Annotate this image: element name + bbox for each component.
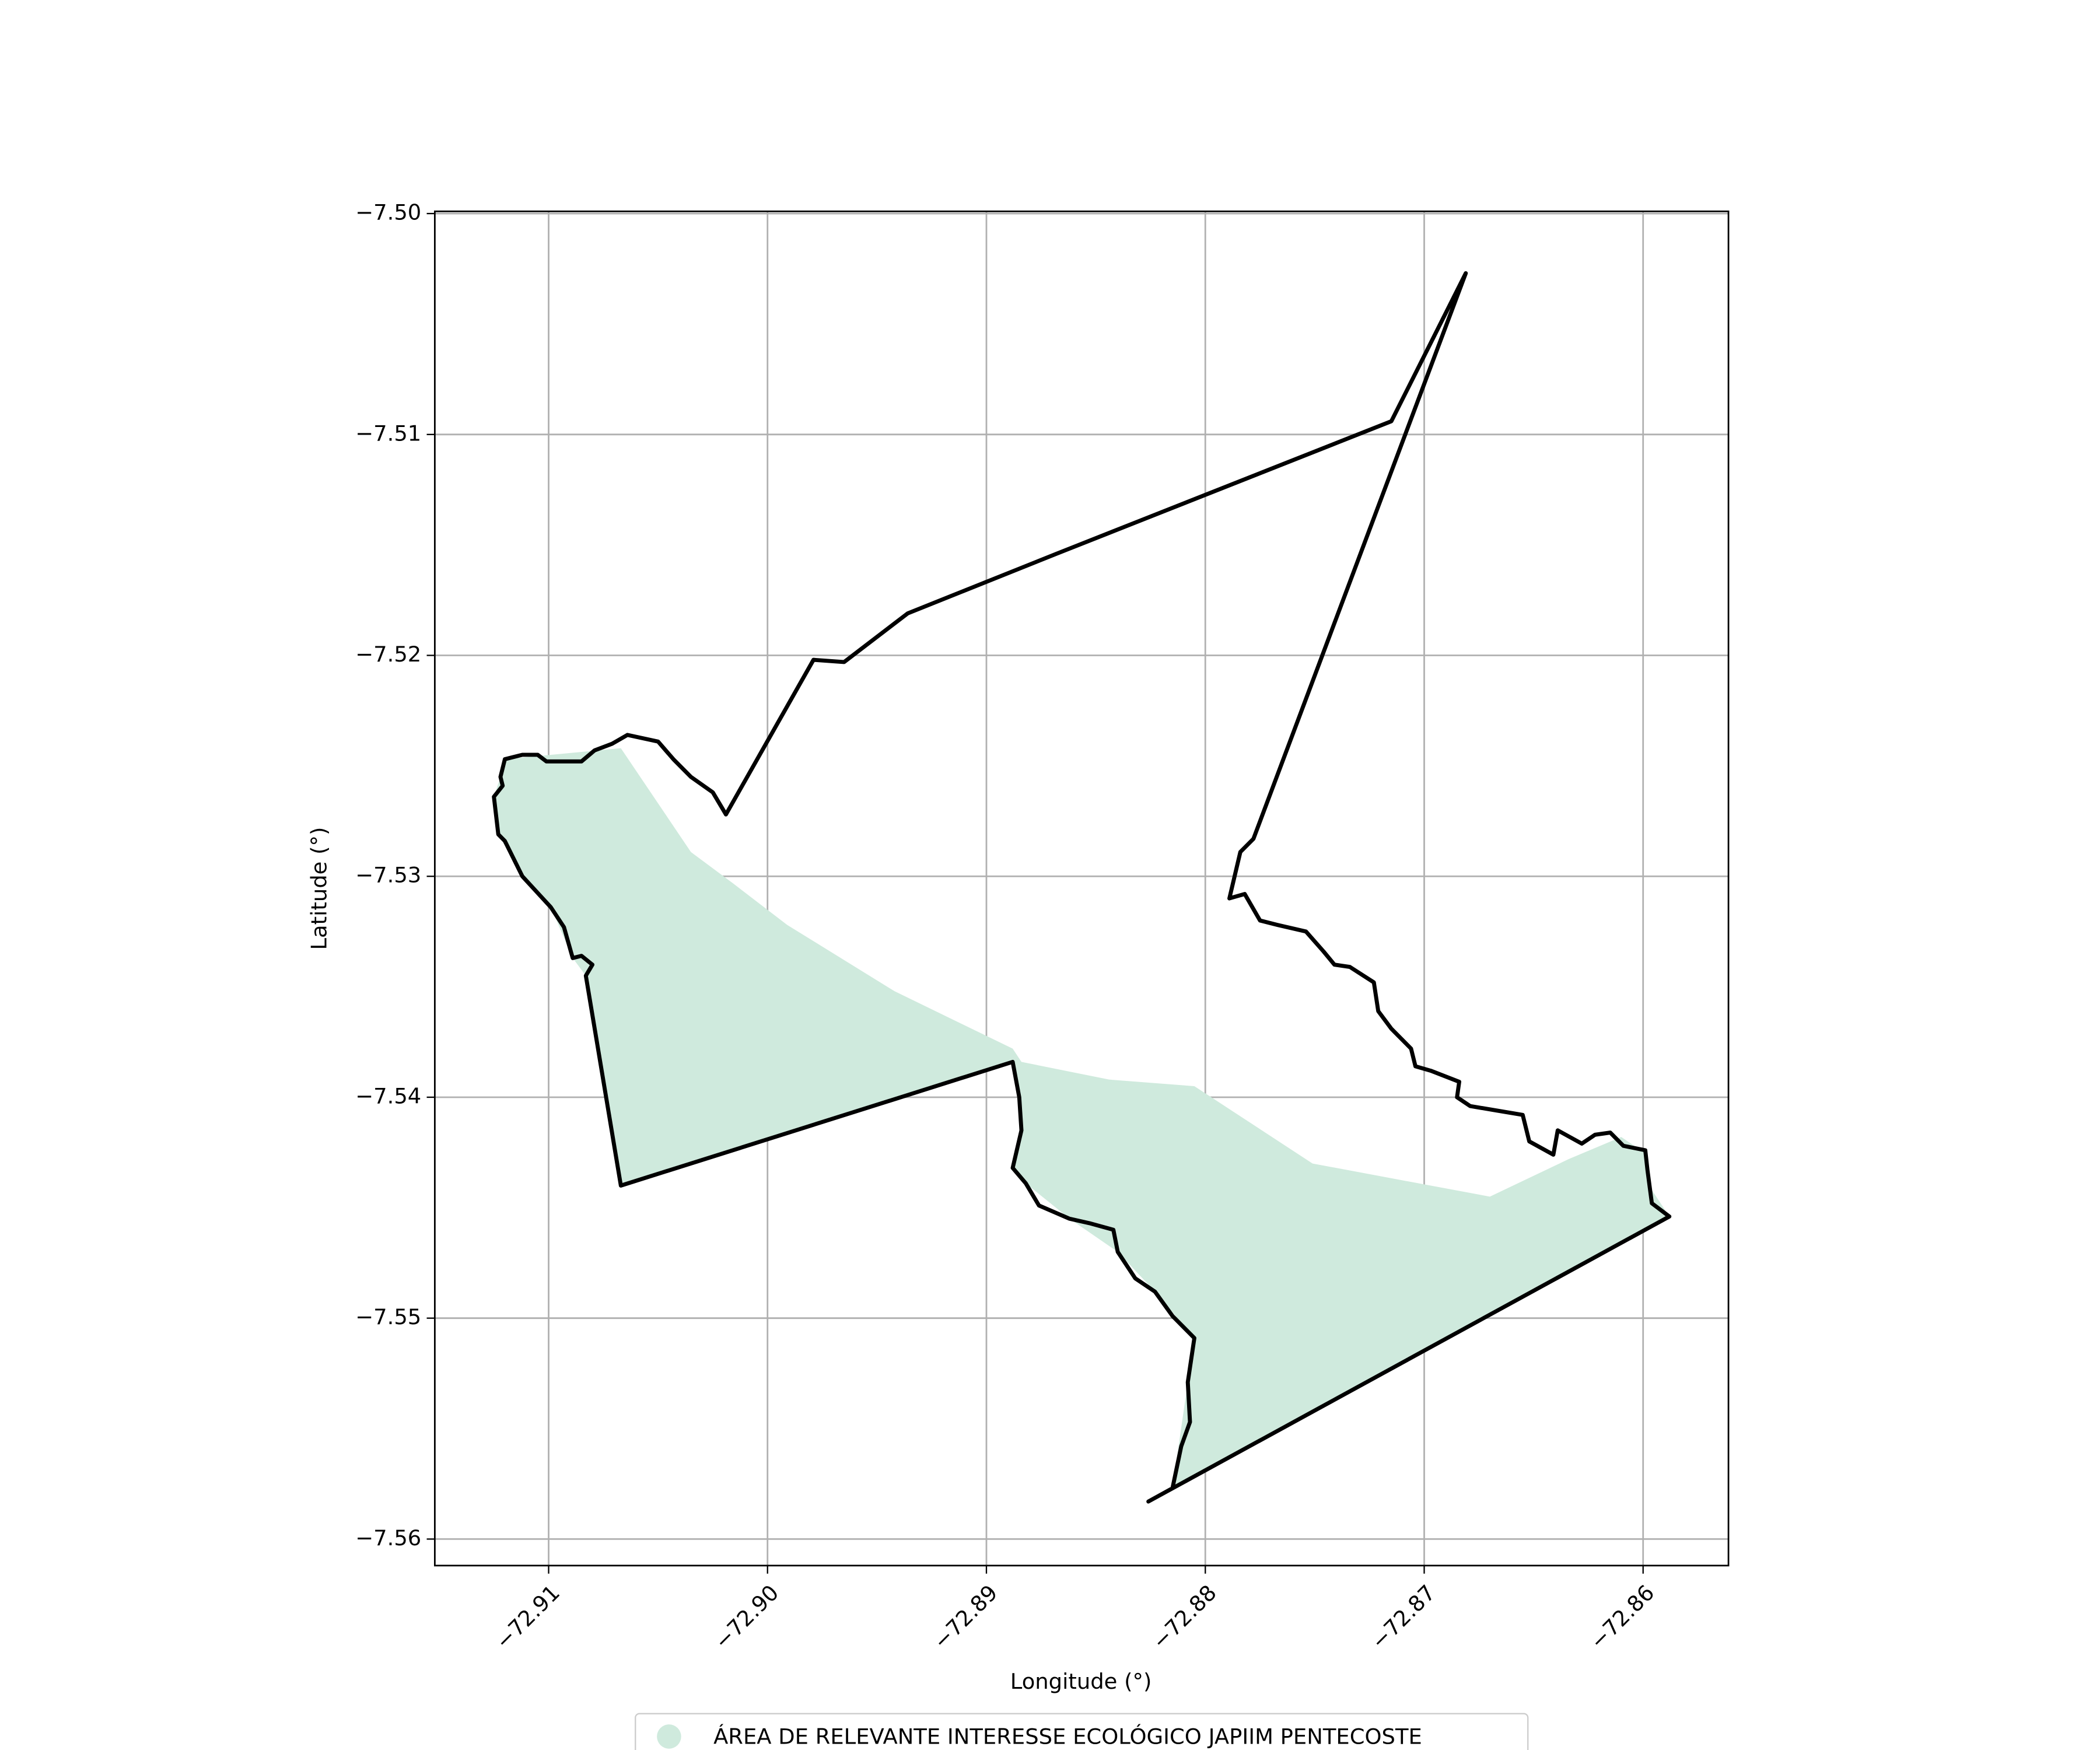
- legend: ÁREA DE RELEVANTE INTERESSE ECOLÓGICO JA…: [635, 1713, 1529, 1750]
- x-tick-label: −72.89: [929, 1580, 1003, 1654]
- x-axis-label: Longitude (°): [1010, 1669, 1152, 1694]
- y-tick-label: −7.56: [355, 1525, 421, 1550]
- x-tick-label: −72.86: [1585, 1580, 1659, 1654]
- legend-box: [635, 1713, 1529, 1750]
- y-tick-label: −7.51: [355, 421, 421, 446]
- y-tick-label: −7.50: [355, 200, 421, 225]
- x-tick-label: −72.88: [1147, 1580, 1222, 1654]
- region-fill: [494, 748, 1670, 1489]
- y-tick-label: −7.54: [355, 1083, 421, 1108]
- legend-swatch: [657, 1724, 681, 1749]
- x-tick-label: −72.90: [709, 1580, 783, 1654]
- plot-frame: [433, 210, 1730, 1567]
- y-axis-label: Latitude (°): [307, 827, 332, 950]
- boundary: [492, 271, 1672, 1504]
- map-layer: [492, 271, 1672, 1504]
- legend-label: ÁREA DE RELEVANTE INTERESSE ECOLÓGICO JA…: [713, 1724, 1422, 1749]
- ticks: −72.91 −72.90 −72.89 −72.88 −72.87 −72.86 −7.5…: [355, 200, 1659, 1654]
- y-tick-label: −7.52: [355, 642, 421, 667]
- x-tick-label: −72.87: [1366, 1580, 1440, 1654]
- x-tick-label: −72.91: [491, 1580, 565, 1654]
- y-tick-label: −7.53: [355, 863, 421, 888]
- y-tick-label: −7.55: [355, 1304, 421, 1329]
